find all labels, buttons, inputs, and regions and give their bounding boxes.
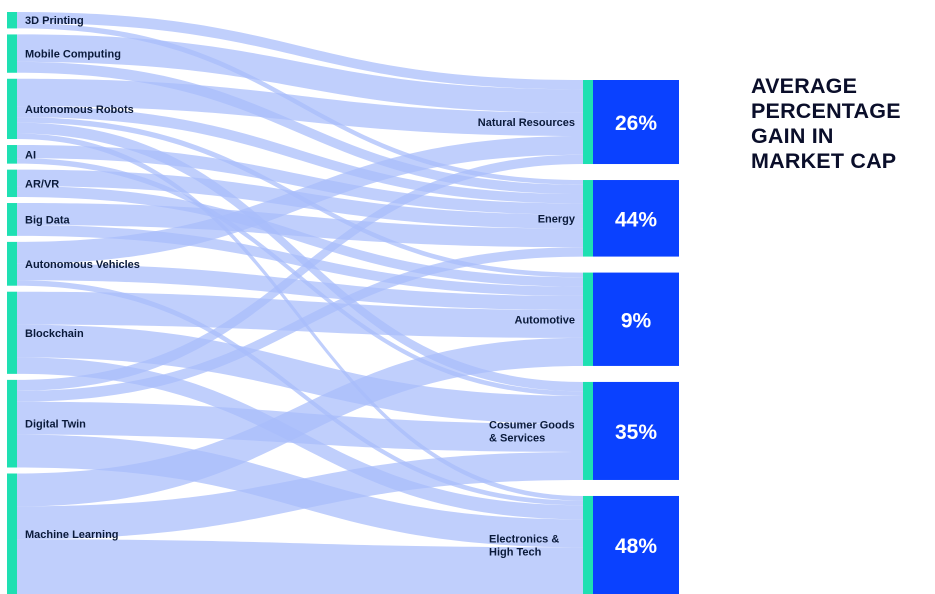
link-machine-learning-to-cosumer-goods-services xyxy=(17,451,583,540)
gain-box-automotive xyxy=(593,272,679,366)
sankey-links xyxy=(17,12,583,594)
link-machine-learning-to-electronics-high-tech xyxy=(17,539,583,594)
source-node-ar-vr xyxy=(7,169,17,198)
target-label: Cosumer Goods xyxy=(489,419,575,431)
gain-box-natural-resources xyxy=(593,80,679,165)
gain-value: 26% xyxy=(615,112,657,135)
link-mobile-computing-to-natural-resources xyxy=(17,34,583,113)
chart-title: AVERAGE PERCENTAGE GAIN IN MARKET CAP xyxy=(751,74,935,174)
source-label: Mobile Computing xyxy=(25,49,121,61)
target-label: High Tech xyxy=(489,546,542,558)
target-label: Natural Resources xyxy=(478,117,575,129)
source-node-autonomous-robots xyxy=(7,78,17,140)
source-node-machine-learning xyxy=(7,473,17,594)
source-label: Machine Learning xyxy=(25,529,119,541)
chart-title-line: PERCENTAGE xyxy=(751,99,901,123)
gain-box-electronics-high-tech xyxy=(593,495,679,594)
link-digital-twin-to-natural-resources xyxy=(17,154,583,391)
source-label: Autonomous Vehicles xyxy=(25,259,140,271)
link-autonomous-robots-to-energy xyxy=(17,106,583,204)
target-node-automotive xyxy=(583,272,593,366)
link-big-data-to-automotive xyxy=(17,224,583,296)
gain-value: 9% xyxy=(621,309,652,332)
link-blockchain-to-cosumer-goods-services xyxy=(17,324,583,424)
target-label: Automotive xyxy=(515,314,576,326)
target-node-energy xyxy=(583,180,593,257)
source-label: Digital Twin xyxy=(25,419,86,431)
gain-value: 35% xyxy=(615,421,657,444)
link-digital-twin-to-energy xyxy=(17,247,583,402)
source-node-digital-twin xyxy=(7,379,17,468)
gain-box-cosumer-goods-services xyxy=(593,381,679,480)
source-node-mobile-computing xyxy=(7,34,17,73)
link-3d-printing-to-natural-resources xyxy=(17,12,583,90)
link-mobile-computing-to-energy xyxy=(17,61,583,195)
source-label: Blockchain xyxy=(25,328,84,340)
source-node-autonomous-vehicles xyxy=(7,241,17,286)
target-node-cosumer-goods-services xyxy=(583,381,593,480)
source-node-blockchain xyxy=(7,291,17,374)
chart-title-line: GAIN IN xyxy=(751,124,834,148)
chart-title-line: AVERAGE xyxy=(751,74,858,98)
target-node-electronics-high-tech xyxy=(583,495,593,594)
source-label: 3D Printing xyxy=(25,15,84,27)
link-machine-learning-to-automotive xyxy=(17,337,583,507)
link-ar-vr-to-automotive xyxy=(17,186,583,287)
link-ai-to-energy xyxy=(17,145,583,215)
chart-title-line: MARKET CAP xyxy=(751,149,897,173)
source-label: AI xyxy=(25,149,36,161)
source-node-3d-printing xyxy=(7,12,17,29)
link-autonomous-vehicles-to-natural-resources xyxy=(17,136,583,264)
link-autonomous-vehicles-to-electronics-high-tech xyxy=(17,280,583,506)
target-label: Electronics & xyxy=(489,533,559,545)
source-label: Big Data xyxy=(25,214,71,226)
link-big-data-to-energy xyxy=(17,203,583,248)
link-blockchain-to-automotive xyxy=(17,291,583,338)
target-label: Energy xyxy=(538,213,576,225)
source-label: AR/VR xyxy=(25,178,59,190)
source-node-big-data xyxy=(7,203,17,236)
gain-box-energy xyxy=(593,180,679,257)
source-label: Autonomous Robots xyxy=(25,104,134,116)
link-autonomous-vehicles-to-automotive xyxy=(17,263,583,310)
source-nodes: 3D Printing Mobile Computing Autonomous Ro… xyxy=(7,12,140,594)
link-autonomous-robots-to-natural-resources xyxy=(17,78,583,137)
source-node-ai xyxy=(7,145,17,164)
target-node-natural-resources xyxy=(583,80,593,165)
gain-value: 44% xyxy=(615,208,657,231)
target-nodes: 26% Natural Resources 44% Energy 9% Automotiv… xyxy=(478,80,679,594)
gain-value: 48% xyxy=(615,535,657,558)
target-label: & Services xyxy=(489,432,545,444)
